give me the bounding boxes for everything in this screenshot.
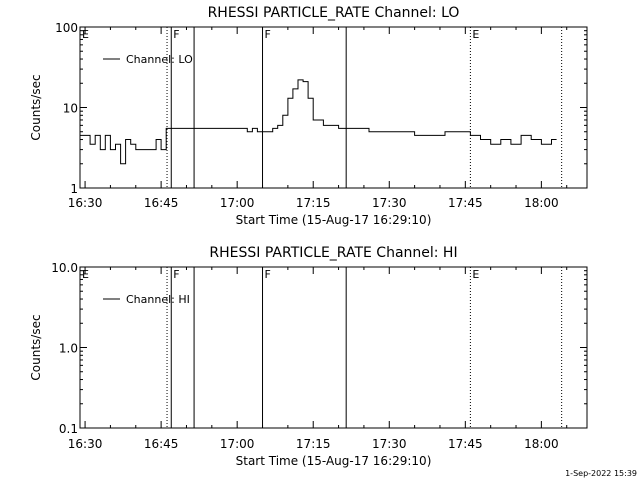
event-marker-label: F <box>265 268 271 281</box>
x-tick-label: 18:00 <box>524 196 559 210</box>
event-marker-label: E <box>82 268 89 281</box>
y-tick-label: 100 <box>55 21 78 35</box>
event-marker-label: F <box>173 28 179 41</box>
chart-title: RHESSI PARTICLE_RATE Channel: HI <box>209 245 457 261</box>
x-axis-label: Start Time (15-Aug-17 16:29:10) <box>236 454 432 468</box>
x-tick-label: 17:30 <box>372 196 407 210</box>
x-tick-label: 16:30 <box>68 437 103 451</box>
hi-channel-panel: RHESSI PARTICLE_RATE Channel: HI 16:30 16:… <box>29 245 588 468</box>
y-tick-label: 10 <box>63 102 78 116</box>
plot-frame <box>79 266 588 429</box>
x-tick-label: 17:00 <box>220 196 255 210</box>
x-tick-label: 17:15 <box>296 196 331 210</box>
legend-entry: Channel: LO <box>126 53 193 66</box>
plot-timestamp: 1-Sep-2022 15:39 <box>565 469 637 478</box>
lo-channel-panel: RHESSI PARTICLE_RATE Channel: LO 16:30 16:… <box>29 5 588 227</box>
event-marker-label: E <box>472 28 479 41</box>
chart-title: RHESSI PARTICLE_RATE Channel: LO <box>208 5 460 21</box>
y-axis-label: Counts/sec <box>29 74 43 140</box>
x-axis-label: Start Time (15-Aug-17 16:29:10) <box>236 213 432 227</box>
event-marker-label: E <box>82 28 89 41</box>
y-tick-label: 1 <box>70 182 78 196</box>
y-axis-label: Counts/sec <box>29 314 43 380</box>
x-tick-label: 17:30 <box>372 437 407 451</box>
x-tick-label: 16:45 <box>144 196 179 210</box>
x-tick-label: 18:00 <box>524 437 559 451</box>
event-marker-label: F <box>265 28 271 41</box>
event-marker-label: E <box>472 268 479 281</box>
x-tick-label: 17:15 <box>296 437 331 451</box>
x-tick-label: 16:30 <box>68 196 103 210</box>
legend-entry: Channel: HI <box>126 293 190 306</box>
event-marker-label: F <box>173 268 179 281</box>
x-tick-label: 17:00 <box>220 437 255 451</box>
x-tick-label: 16:45 <box>144 437 179 451</box>
y-tick-label: 0.1 <box>59 422 78 436</box>
data-series-line <box>80 79 557 165</box>
x-tick-label: 17:45 <box>448 437 483 451</box>
y-tick-label: 1.0 <box>59 342 78 356</box>
plot-frame <box>79 26 588 189</box>
y-tick-label: 10.0 <box>51 261 78 275</box>
x-tick-label: 17:45 <box>448 196 483 210</box>
